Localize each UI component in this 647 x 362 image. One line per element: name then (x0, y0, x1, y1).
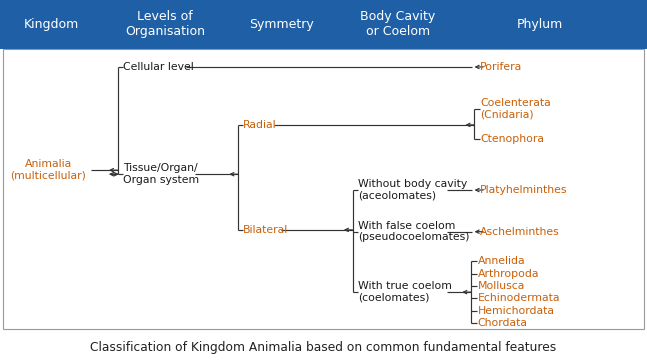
Text: Without body cavity
(aceolomates): Without body cavity (aceolomates) (358, 179, 467, 201)
Text: Platyhelminthes: Platyhelminthes (480, 185, 567, 195)
Text: With false coelom
(pseudocoelomates): With false coelom (pseudocoelomates) (358, 221, 469, 243)
Text: Kingdom: Kingdom (24, 18, 80, 31)
Text: Annelida: Annelida (477, 256, 525, 266)
Text: Animalia
(multicellular): Animalia (multicellular) (10, 159, 87, 181)
Text: Mollusca: Mollusca (477, 281, 525, 291)
Text: Hemichordata: Hemichordata (477, 306, 554, 316)
Text: Echinodermata: Echinodermata (477, 293, 560, 303)
Text: Bilateral: Bilateral (243, 225, 289, 235)
FancyBboxPatch shape (3, 49, 644, 329)
Text: Phylum: Phylum (517, 18, 564, 31)
Text: Aschelminthes: Aschelminthes (480, 227, 560, 237)
Text: Ctenophora: Ctenophora (480, 134, 544, 144)
Text: With true coelom
(coelomates): With true coelom (coelomates) (358, 281, 452, 303)
Text: Levels of
Organisation: Levels of Organisation (125, 10, 205, 38)
Text: Chordata: Chordata (477, 318, 527, 328)
Text: Arthropoda: Arthropoda (477, 269, 539, 279)
Text: Coelenterata
(Cnidaria): Coelenterata (Cnidaria) (480, 98, 551, 119)
FancyBboxPatch shape (0, 0, 647, 49)
Text: Radial: Radial (243, 120, 277, 130)
Text: Cellular level: Cellular level (123, 62, 193, 72)
Text: Porifera: Porifera (480, 62, 522, 72)
Text: Classification of Kingdom Animalia based on common fundamental features: Classification of Kingdom Animalia based… (91, 341, 556, 354)
Text: Body Cavity
or Coelom: Body Cavity or Coelom (360, 10, 435, 38)
Text: Symmetry: Symmetry (249, 18, 314, 31)
Text: Tissue/Organ/
Organ system: Tissue/Organ/ Organ system (123, 163, 199, 185)
